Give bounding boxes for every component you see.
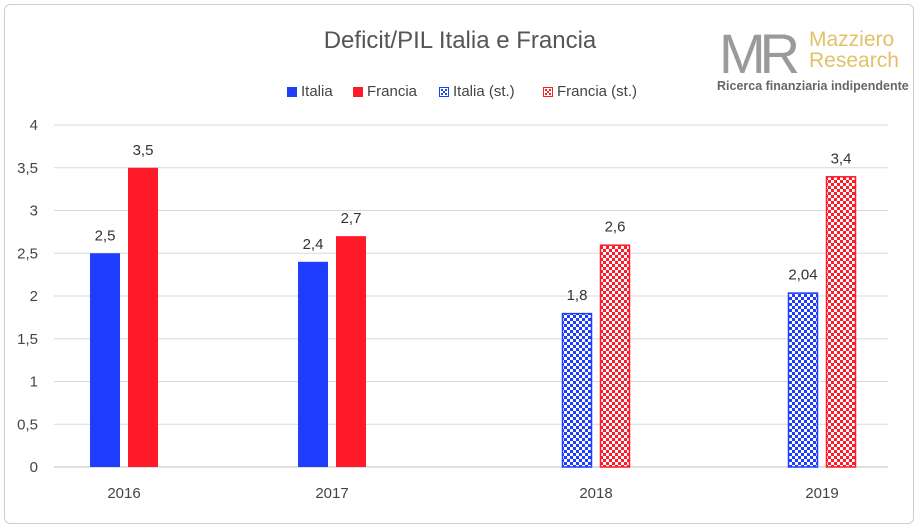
logo-name: Mazziero Research <box>809 29 899 71</box>
bar-francia-st-2018 <box>599 244 631 468</box>
logo-mark-text: MR <box>719 23 798 79</box>
bars <box>90 167 857 468</box>
data-label: 2,4 <box>303 236 324 253</box>
y-tick-label: 1,5 <box>17 331 38 348</box>
bar-francia-2017 <box>336 236 366 467</box>
bar-italia-2016 <box>90 253 120 467</box>
data-label: 2,5 <box>95 227 116 244</box>
data-label: 2,04 <box>788 267 817 284</box>
logo-tagline: Ricerca finanziaria indipendente <box>717 79 909 93</box>
y-tick-label: 3 <box>30 203 38 220</box>
legend-label-francia: Francia <box>367 83 418 100</box>
chart-title: Deficit/PIL Italia e Francia <box>323 27 597 54</box>
legend-swatch-francia-st <box>543 87 553 97</box>
legend-label-italia-st: Italia (st.) <box>453 83 515 100</box>
legend-label-francia-st: Francia (st.) <box>557 83 638 100</box>
legend-swatch-francia <box>353 87 363 97</box>
grid-lines <box>54 124 888 468</box>
y-tick-label: 4 <box>30 117 38 134</box>
x-tick-label: 2016 <box>107 485 140 502</box>
data-label: 3,4 <box>831 150 852 167</box>
y-tick-label: 2 <box>30 288 38 305</box>
y-tick-label: 2,5 <box>17 245 38 262</box>
bar-italia-2017 <box>298 261 328 467</box>
legend-swatch-italia <box>287 87 297 97</box>
x-axis-ticks: 2016 2017 2018 2019 <box>107 485 838 502</box>
y-tick-label: 1 <box>30 374 38 391</box>
legend-swatch-italia-st <box>439 87 449 97</box>
x-tick-label: 2019 <box>805 485 838 502</box>
bar-italia-st-2018 <box>561 312 593 468</box>
mr-logo-icon: MR <box>719 23 804 79</box>
logo-name-line2: Research <box>809 49 899 72</box>
y-tick-label: 0 <box>30 459 38 476</box>
data-label: 3,5 <box>133 142 154 159</box>
data-label: 2,7 <box>341 210 362 227</box>
y-axis-ticks: 0 0,5 1 1,5 2 2,5 3 3,5 4 <box>17 117 38 476</box>
legend-label-italia: Italia <box>301 83 333 100</box>
logo-name-line1: Mazziero <box>809 28 895 51</box>
x-tick-label: 2017 <box>315 485 348 502</box>
y-tick-label: 3,5 <box>17 160 38 177</box>
bar-francia-2016 <box>128 167 158 467</box>
bar-italia-st-2019 <box>787 292 819 468</box>
y-tick-label: 0,5 <box>17 416 38 433</box>
mazziero-research-logo: MR Mazziero Research Ricerca finanziaria… <box>717 23 913 103</box>
data-label: 2,6 <box>605 219 626 236</box>
data-labels: 2,5 2,4 3,5 2,7 1,8 2,04 2,6 3,4 <box>95 142 852 304</box>
bar-francia-st-2019 <box>825 176 857 468</box>
x-tick-label: 2018 <box>579 485 612 502</box>
data-label: 1,8 <box>567 287 588 304</box>
